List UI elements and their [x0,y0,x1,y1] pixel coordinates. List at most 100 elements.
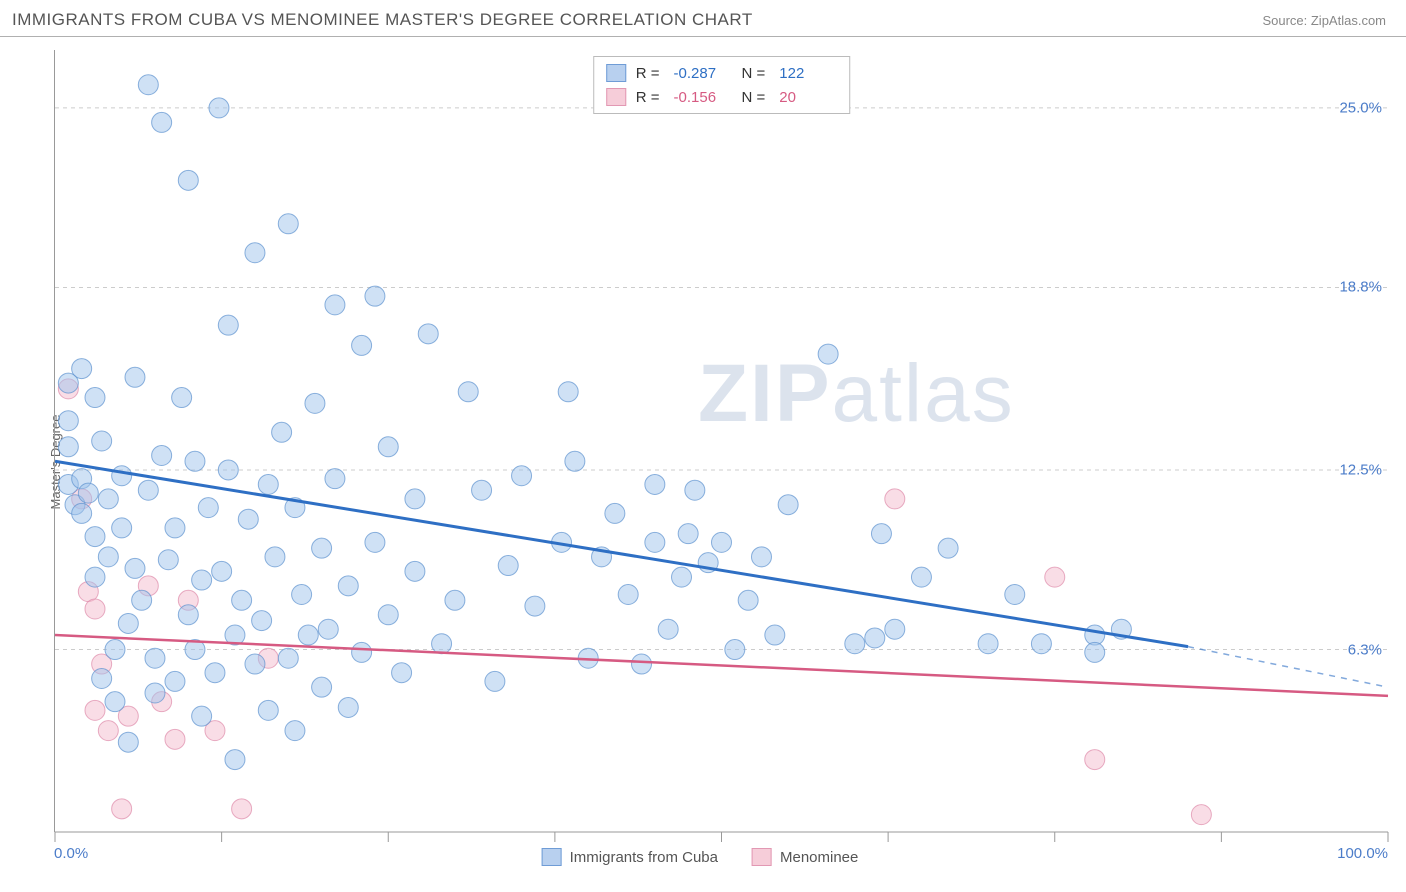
swatch-blue-icon [542,848,562,866]
scatter-point [392,663,412,683]
swatch-blue-icon [606,64,626,82]
scatter-point [352,335,372,355]
scatter-point [285,721,305,741]
scatter-point [305,393,325,413]
scatter-point [405,489,425,509]
y-tick-label: 12.5% [1339,461,1382,478]
y-tick-label: 18.8% [1339,279,1382,296]
scatter-point [725,640,745,660]
y-tick-label: 25.0% [1339,99,1382,116]
scatter-point [778,495,798,515]
scatter-point [378,437,398,457]
x-label-right: 100.0% [1337,845,1388,862]
scatter-point [618,585,638,605]
n-label: N = [742,89,766,106]
scatter-point [58,437,78,457]
scatter-point [245,243,265,263]
scatter-point [645,532,665,552]
scatter-point [185,451,205,471]
scatter-point [645,474,665,494]
scatter-point [292,585,312,605]
scatter-point [978,634,998,654]
scatter-point [1085,642,1105,662]
scatter-point [525,596,545,616]
scatter-point [418,324,438,344]
scatter-point [225,750,245,770]
r-label: R = [636,65,660,82]
scatter-point [78,483,98,503]
scatter-point [245,654,265,674]
scatter-point [472,480,492,500]
chart-wrap: Master's Degree ZIPatlas R = -0.287 N = … [12,50,1388,874]
scatter-point [278,214,298,234]
scatter-point [132,590,152,610]
legend-series: Immigrants from Cuba Menominee [542,848,859,866]
scatter-point [565,451,585,471]
scatter-point [258,700,278,720]
scatter-point [378,605,398,625]
scatter-point [512,466,532,486]
scatter-point [938,538,958,558]
scatter-point [1045,567,1065,587]
scatter-point [218,460,238,480]
scatter-point [632,654,652,674]
n-label: N = [742,65,766,82]
scatter-point [118,732,138,752]
scatter-point [152,445,172,465]
scatter-point [1085,750,1105,770]
scatter-point [98,489,118,509]
scatter-point [818,344,838,364]
scatter-point [765,625,785,645]
legend-row-blue: R = -0.287 N = 122 [606,61,838,85]
scatter-point [258,474,278,494]
scatter-point [871,524,891,544]
scatter-point [1005,585,1025,605]
scatter-point [92,431,112,451]
scatter-point [238,509,258,529]
scatter-point [145,683,165,703]
scatter-point [338,697,358,717]
scatter-point [325,469,345,489]
scatter-point [658,619,678,639]
scatter-point [278,648,298,668]
source-label: Source: ZipAtlas.com [1262,13,1386,28]
scatter-point [845,634,865,654]
r-label: R = [636,89,660,106]
scatter-point [98,721,118,741]
legend-row-pink: R = -0.156 N = 20 [606,85,838,109]
scatter-point [911,567,931,587]
scatter-point [105,692,125,712]
scatter-point [85,567,105,587]
scatter-point [112,518,132,538]
scatter-point [498,556,518,576]
scatter-point [125,558,145,578]
n-value-pink: 20 [779,89,837,106]
scatter-point [1191,805,1211,825]
scatter-point [85,700,105,720]
r-value-blue: -0.287 [674,65,732,82]
x-label-left: 0.0% [54,845,88,862]
scatter-point [365,532,385,552]
scatter-point [158,550,178,570]
swatch-pink-icon [606,88,626,106]
scatter-point [685,480,705,500]
y-tick-label: 6.3% [1348,641,1382,658]
scatter-point [365,286,385,306]
scatter-point [58,411,78,431]
scatter-point [265,547,285,567]
scatter-point [138,75,158,95]
scatter-point [209,98,229,118]
scatter-point [152,112,172,132]
scatter-point [672,567,692,587]
scatter-point [1031,634,1051,654]
scatter-point [138,480,158,500]
scatter-point [85,527,105,547]
r-value-pink: -0.156 [674,89,732,106]
legend-item-pink: Menominee [752,848,858,866]
scatter-point [212,561,232,581]
scatter-point [885,489,905,509]
scatter-point [865,628,885,648]
title-bar: IMMIGRANTS FROM CUBA VS MENOMINEE MASTER… [0,0,1406,37]
scatter-point [72,359,92,379]
scatter-point [105,640,125,660]
